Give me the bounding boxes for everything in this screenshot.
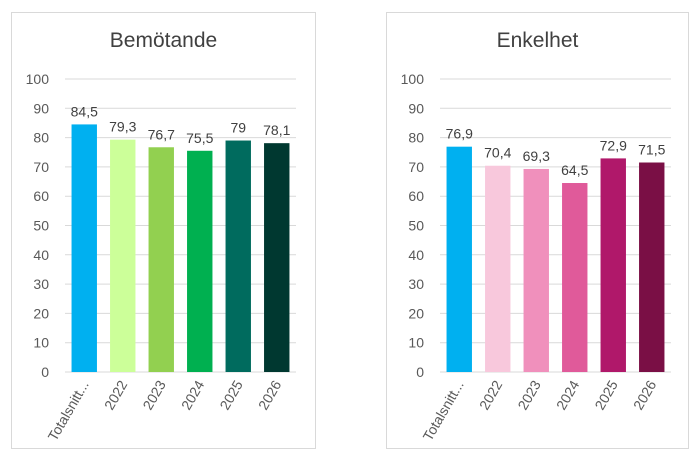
y-tick-label: 70 — [33, 159, 49, 175]
chart-title: Enkelhet — [496, 29, 579, 52]
x-tick-label: 2025 — [216, 377, 246, 412]
x-tick-label: Totalsnitt... — [45, 378, 92, 444]
y-tick-label: 90 — [408, 100, 424, 116]
bar-totalsnitt — [71, 124, 97, 372]
y-tick-label: 40 — [408, 247, 424, 263]
x-tick-label: 2022 — [476, 377, 506, 412]
data-label: 70,4 — [484, 145, 511, 161]
data-label: 79,3 — [109, 119, 136, 135]
y-tick-label: 100 — [26, 71, 50, 87]
data-label: 76,9 — [446, 126, 473, 142]
chart-panel-enkelhet: Enkelhet 0 10 20 30 40 50 60 70 80 90 100 76,9 Total… — [386, 12, 689, 449]
x-tick-label: 2023 — [139, 377, 169, 412]
bar-2025 — [600, 158, 626, 372]
chart-title: Bemötande — [109, 29, 218, 52]
y-tick-label: 0 — [416, 364, 424, 380]
bar-2022 — [485, 165, 511, 372]
data-label: 76,7 — [148, 126, 175, 142]
y-tick-label: 80 — [33, 130, 49, 146]
x-tick-label: 2026 — [255, 377, 285, 412]
y-tick-label: 0 — [41, 364, 49, 380]
y-tick-label: 50 — [33, 218, 49, 234]
bar-chart-enkelhet: 0 10 20 30 40 50 60 70 80 90 100 76,9 Totalsnitt... 7… — [401, 71, 671, 444]
data-label: 78,1 — [263, 122, 290, 138]
bar-2023 — [148, 147, 174, 372]
y-tick-label: 40 — [33, 247, 49, 263]
data-label: 75,5 — [186, 130, 213, 146]
y-tick-label: 20 — [33, 305, 49, 321]
bar-2024 — [562, 183, 588, 372]
chart-panel-bemotande: Bemötande 0 10 20 30 40 50 60 70 80 90 100 84,5 Tota… — [11, 12, 316, 449]
bar-2026 — [264, 143, 290, 372]
bar-2025 — [225, 140, 251, 372]
bar-2023 — [523, 168, 549, 372]
data-label: 72,9 — [600, 137, 627, 153]
y-tick-label: 60 — [33, 188, 49, 204]
data-label: 71,5 — [638, 142, 665, 158]
x-tick-label: 2025 — [591, 377, 621, 412]
bar-2022 — [110, 139, 136, 372]
y-tick-label: 10 — [408, 335, 424, 351]
data-label: 69,3 — [523, 148, 550, 164]
x-tick-label: 2022 — [101, 377, 131, 412]
data-label: 64,5 — [561, 162, 588, 178]
y-tick-label: 30 — [408, 276, 424, 292]
bar-totalsnitt — [446, 146, 472, 372]
data-label: 79 — [230, 120, 246, 136]
y-tick-label: 80 — [408, 130, 424, 146]
bar-2026 — [639, 162, 665, 372]
bar-2024 — [187, 150, 213, 372]
y-tick-label: 50 — [408, 218, 424, 234]
y-tick-label: 60 — [408, 188, 424, 204]
y-tick-label: 30 — [33, 276, 49, 292]
x-tick-label: 2024 — [178, 377, 208, 412]
y-tick-label: 90 — [33, 100, 49, 116]
x-tick-label: Totalsnitt... — [420, 378, 467, 444]
x-tick-label: 2024 — [553, 377, 583, 412]
x-tick-label: 2026 — [630, 377, 660, 412]
data-label: 84,5 — [71, 103, 98, 119]
bar-chart-bemotande: 0 10 20 30 40 50 60 70 80 90 100 84,5 Totalsnitt... 7… — [26, 71, 296, 444]
y-tick-label: 70 — [408, 159, 424, 175]
y-tick-label: 10 — [33, 335, 49, 351]
y-tick-label: 100 — [401, 71, 425, 87]
x-tick-label: 2023 — [514, 377, 544, 412]
y-tick-label: 20 — [408, 305, 424, 321]
